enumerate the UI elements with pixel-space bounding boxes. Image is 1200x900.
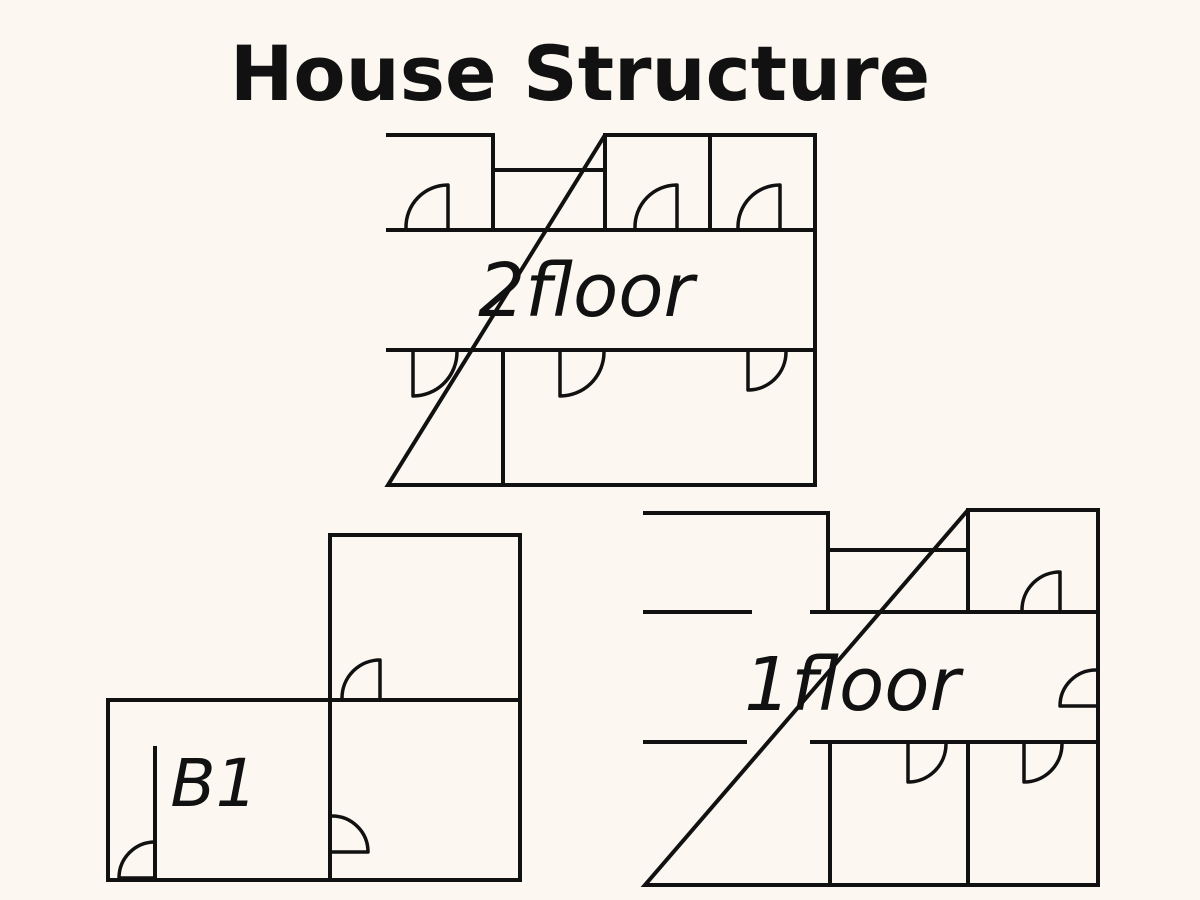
second-floor-outer-wall [384,133,817,487]
door-icon [404,183,450,230]
door-icon [411,350,459,398]
basement-plan: B1 [106,533,522,882]
door-icon [906,742,948,784]
door-icon [1020,570,1062,612]
door-icon [1022,742,1064,784]
basement-room-walls [153,533,522,882]
door-icon [558,350,606,398]
door-icon [736,183,782,230]
door-icon [330,814,370,854]
basement-label: B1 [170,745,257,822]
diagram-title: House Structure [230,29,930,118]
door-icon [633,183,679,230]
second-floor-plan: 2floor [384,133,817,487]
first-floor-label: 1floor [744,642,964,728]
door-icon [746,350,788,392]
first-floor-room-walls [643,508,1100,887]
door-icon [340,658,382,700]
door-icon [117,840,157,880]
second-floor-label: 2floor [478,248,698,334]
second-floor-room-walls [386,133,817,487]
first-floor-plan: 1floor [640,508,1100,887]
door-icon [1058,668,1098,708]
